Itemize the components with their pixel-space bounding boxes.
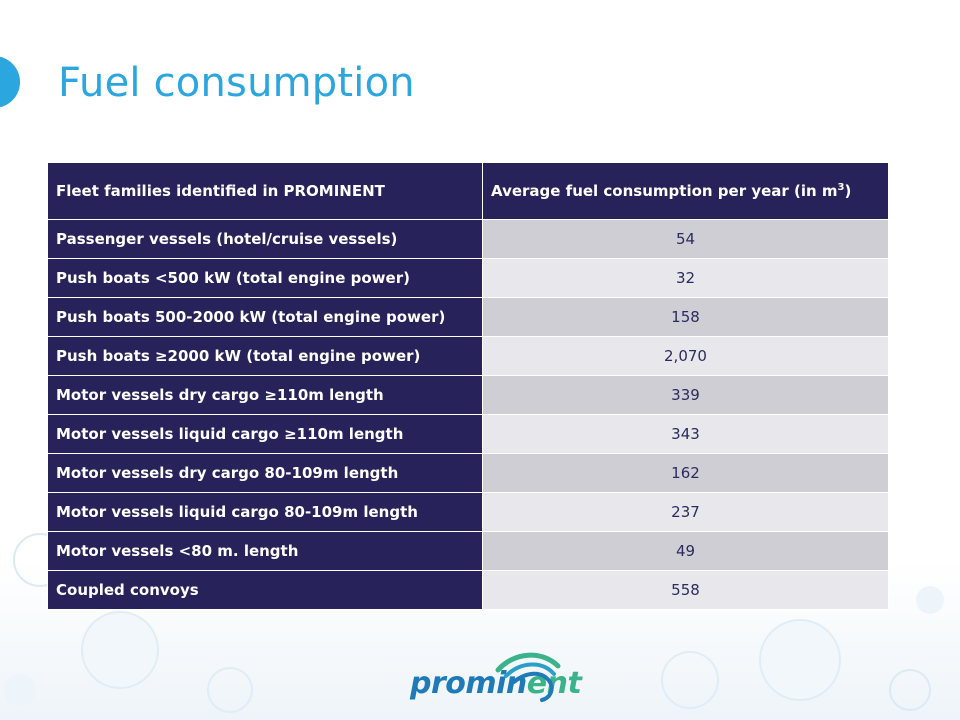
row-value: 32 (482, 258, 889, 298)
header-unit-superscript: 3 (837, 182, 845, 193)
table-row: Motor vessels <80 m. length 49 (47, 531, 889, 571)
table-row: Push boats ≥2000 kW (total engine power)… (47, 336, 889, 376)
table-row: Passenger vessels (hotel/cruise vessels)… (47, 219, 889, 259)
table-row: Push boats 500-2000 kW (total engine pow… (47, 297, 889, 337)
table-row: Motor vessels dry cargo ≥110m length 339 (47, 375, 889, 415)
table-row: Coupled convoys 558 (47, 570, 889, 610)
row-value: 558 (482, 570, 889, 610)
row-value: 162 (482, 453, 889, 493)
header-fleet-families: Fleet families identified in PROMINENT (47, 162, 483, 220)
row-value: 2,070 (482, 336, 889, 376)
page-title: Fuel consumption (58, 60, 415, 106)
table-row: Motor vessels liquid cargo ≥110m length … (47, 414, 889, 454)
row-label: Push boats 500-2000 kW (total engine pow… (47, 297, 483, 337)
table-row: Motor vessels liquid cargo 80-109m lengt… (47, 492, 889, 532)
table-row: Motor vessels dry cargo 80-109m length 1… (47, 453, 889, 493)
row-value: 54 (482, 219, 889, 259)
header-average-fuel-text: Average fuel consumption per year (in m (491, 182, 838, 200)
row-value: 158 (482, 297, 889, 337)
row-label: Push boats <500 kW (total engine power) (47, 258, 483, 298)
row-value: 49 (482, 531, 889, 571)
table-header-row: Fleet families identified in PROMINENT A… (47, 162, 889, 220)
accent-circle (0, 56, 20, 108)
table-row: Push boats <500 kW (total engine power) … (47, 258, 889, 298)
row-label: Motor vessels liquid cargo ≥110m length (47, 414, 483, 454)
row-value: 339 (482, 375, 889, 415)
row-label: Motor vessels <80 m. length (47, 531, 483, 571)
row-label: Passenger vessels (hotel/cruise vessels) (47, 219, 483, 259)
wave-swirl-icon (495, 652, 561, 702)
row-value: 343 (482, 414, 889, 454)
row-value: 237 (482, 492, 889, 532)
header-average-fuel: Average fuel consumption per year (in m3… (482, 162, 889, 220)
header-close-paren: ) (844, 182, 852, 200)
row-label: Motor vessels dry cargo 80-109m length (47, 453, 483, 493)
row-label: Push boats ≥2000 kW (total engine power) (47, 336, 483, 376)
prominent-logo: prominent (404, 648, 582, 708)
row-label: Coupled convoys (47, 570, 483, 610)
row-label: Motor vessels liquid cargo 80-109m lengt… (47, 492, 483, 532)
fuel-consumption-table: Fleet families identified in PROMINENT A… (47, 162, 889, 610)
row-label: Motor vessels dry cargo ≥110m length (47, 375, 483, 415)
